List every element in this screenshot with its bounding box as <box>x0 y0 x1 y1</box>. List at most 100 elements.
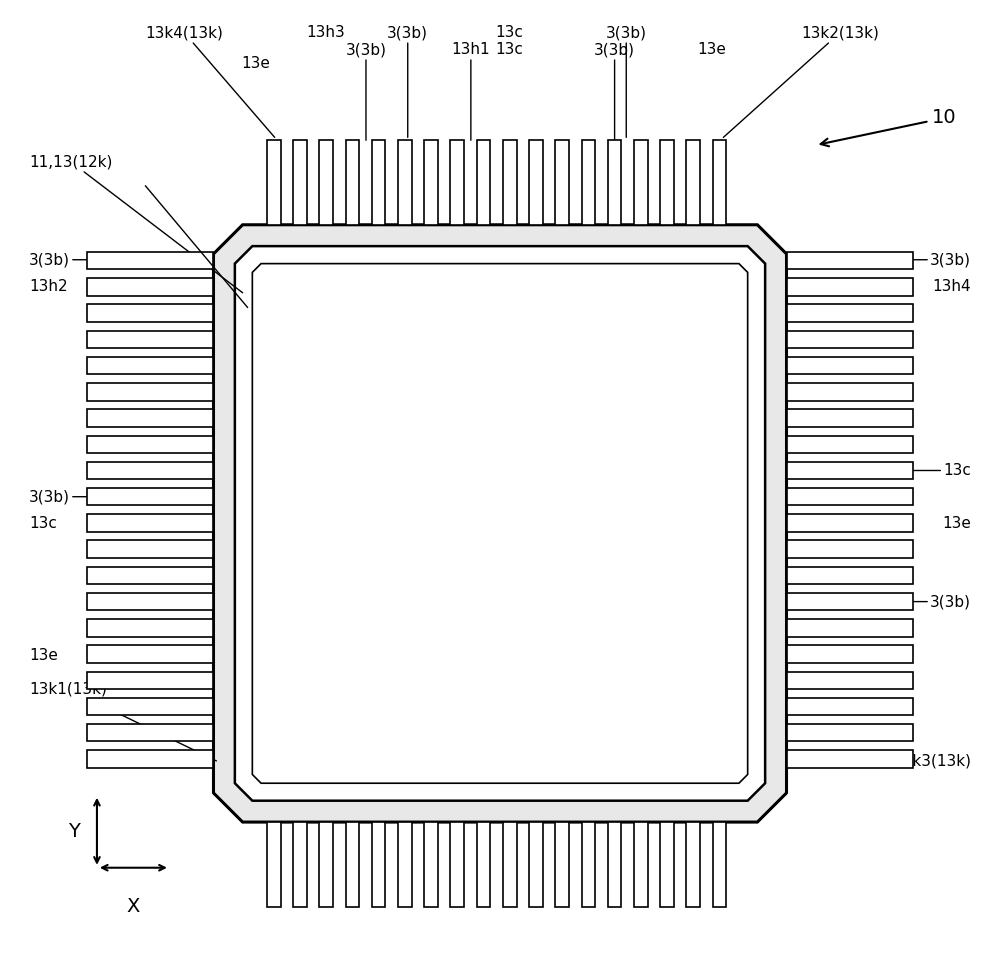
Bar <box>424 822 438 907</box>
Bar <box>787 462 913 479</box>
Bar <box>608 140 621 225</box>
Text: 13e: 13e <box>29 648 58 662</box>
Bar <box>477 140 490 225</box>
Bar <box>346 140 359 225</box>
Bar <box>87 279 213 296</box>
Bar <box>450 822 464 907</box>
Text: 13c: 13c <box>822 463 971 478</box>
Text: 11,13(12k): 11,13(12k) <box>29 154 243 293</box>
Bar <box>503 822 517 907</box>
Text: 13c: 13c <box>29 516 57 532</box>
Bar <box>87 488 213 506</box>
Polygon shape <box>235 246 765 801</box>
Text: 3(3b): 3(3b) <box>822 252 971 267</box>
Bar <box>787 305 913 321</box>
Text: 13h3: 13h3 <box>307 25 346 40</box>
Bar <box>686 140 700 225</box>
Bar <box>87 671 213 689</box>
Bar <box>787 252 913 270</box>
Text: 13k4(13k): 13k4(13k) <box>145 25 275 137</box>
Bar <box>787 697 913 715</box>
Bar <box>634 140 648 225</box>
Bar <box>787 279 913 296</box>
Bar <box>293 822 307 907</box>
Bar <box>582 822 595 907</box>
Text: 3(3b): 3(3b) <box>822 594 971 609</box>
Bar <box>87 724 213 741</box>
Polygon shape <box>213 225 787 822</box>
Bar <box>787 646 913 662</box>
Bar <box>555 140 569 225</box>
Bar <box>787 671 913 689</box>
Bar <box>713 822 726 907</box>
Text: 13c: 13c <box>496 42 524 57</box>
Text: 13k1(13k): 13k1(13k) <box>29 682 216 761</box>
Bar <box>787 409 913 427</box>
Bar <box>660 822 674 907</box>
Bar <box>87 619 213 637</box>
Text: 3(3b): 3(3b) <box>29 252 178 267</box>
Bar <box>398 140 412 225</box>
Text: X: X <box>127 897 140 916</box>
Text: 13e: 13e <box>241 56 270 71</box>
Bar <box>713 140 726 225</box>
Bar <box>686 822 700 907</box>
Text: 3(3b): 3(3b) <box>594 42 635 140</box>
Bar <box>660 140 674 225</box>
Bar <box>319 822 333 907</box>
Bar <box>87 356 213 374</box>
Bar <box>787 488 913 506</box>
Text: 13c: 13c <box>496 25 524 40</box>
Bar <box>787 567 913 584</box>
Text: 13h1: 13h1 <box>452 42 490 140</box>
Bar <box>87 462 213 479</box>
Bar <box>555 822 569 907</box>
Bar <box>529 140 543 225</box>
Text: 3(3b): 3(3b) <box>29 489 178 505</box>
Bar <box>372 822 385 907</box>
Bar <box>787 356 913 374</box>
Text: 13e: 13e <box>697 42 726 57</box>
Bar <box>787 724 913 741</box>
Bar <box>87 567 213 584</box>
Bar <box>87 593 213 611</box>
Bar <box>87 697 213 715</box>
Bar <box>87 435 213 453</box>
Bar <box>787 514 913 532</box>
Text: 13k2(13k): 13k2(13k) <box>723 25 879 137</box>
Bar <box>87 541 213 558</box>
Bar <box>267 822 281 907</box>
Bar <box>503 140 517 225</box>
Bar <box>787 750 913 768</box>
Bar <box>450 140 464 225</box>
Bar <box>87 330 213 348</box>
Text: 13h2: 13h2 <box>29 280 68 294</box>
Bar <box>87 383 213 400</box>
Bar <box>87 252 213 270</box>
Text: 3(3b): 3(3b) <box>387 25 428 137</box>
Bar <box>267 140 281 225</box>
Bar <box>477 822 490 907</box>
Bar <box>787 593 913 611</box>
Bar <box>398 822 412 907</box>
Bar <box>787 435 913 453</box>
Bar <box>787 619 913 637</box>
Bar <box>787 541 913 558</box>
Bar <box>319 140 333 225</box>
Bar <box>87 646 213 662</box>
Text: 13k3(13k): 13k3(13k) <box>811 753 971 768</box>
Bar <box>787 383 913 400</box>
Bar <box>372 140 385 225</box>
Bar <box>293 140 307 225</box>
Bar <box>87 409 213 427</box>
Bar <box>346 822 359 907</box>
Text: 10: 10 <box>821 108 957 146</box>
Text: 3(3b): 3(3b) <box>345 42 386 140</box>
Text: Y: Y <box>68 822 79 841</box>
Polygon shape <box>252 264 748 783</box>
Text: 13e: 13e <box>942 516 971 532</box>
Bar <box>634 822 648 907</box>
Bar <box>87 305 213 321</box>
Bar <box>787 330 913 348</box>
Bar <box>424 140 438 225</box>
